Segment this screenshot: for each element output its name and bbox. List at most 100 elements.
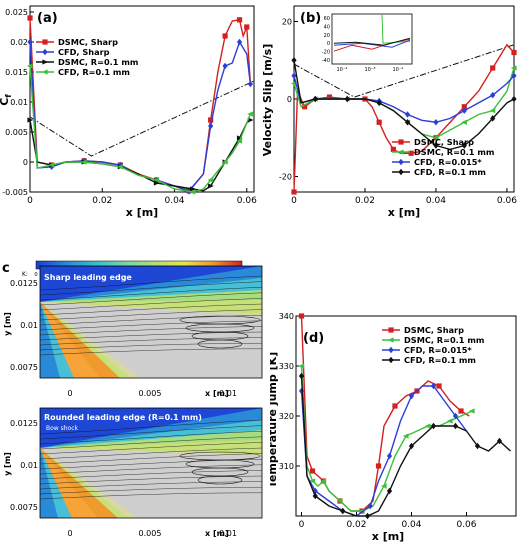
- streamline: [40, 337, 262, 346]
- data-point-0-12: [208, 117, 214, 123]
- legend-label-1: CFD, Sharp: [58, 47, 110, 57]
- data-point-3-10: [408, 442, 415, 450]
- chart-c: c 02004006008001000120014001600180020002…: [2, 260, 263, 538]
- streamline: [40, 486, 262, 495]
- inset-y-tick-label: 20: [324, 33, 330, 39]
- x-tick-label: 0.005: [139, 389, 162, 398]
- chart-b-ylabel: Velocity Slip [m/s]: [262, 44, 274, 157]
- data-point-0-18: [490, 65, 496, 71]
- data-point-0-20: [511, 49, 517, 56]
- legend-label-1: DSMC, R=0.1 mm: [414, 147, 494, 157]
- data-point-2-12: [461, 107, 467, 114]
- data-point-1-18: [247, 80, 253, 88]
- y-tick-label: 0.0125: [10, 419, 38, 428]
- data-point-3-16: [236, 138, 243, 144]
- data-point-2-10: [408, 392, 415, 400]
- inset-x-tick-label: 10⁻⁴: [336, 67, 347, 73]
- y-tick-label: 0.025: [5, 8, 28, 17]
- data-point-0-16: [236, 17, 243, 23]
- streamline: [40, 442, 262, 455]
- y-tick-label: 0.0075: [10, 503, 38, 512]
- chart-c-bottom-streamlines: [40, 419, 262, 500]
- x-tick-label: 0.06: [237, 196, 257, 206]
- x-tick-label: 0.02: [355, 196, 375, 206]
- x-tick-label: 0.06: [497, 196, 517, 206]
- data-point-2-10: [189, 186, 196, 192]
- data-point-3-6: [117, 164, 123, 170]
- legend-label-1: DSMC, R=0.1 mm: [404, 335, 484, 345]
- x-tick-label: 0.04: [426, 196, 446, 206]
- data-point-0-8: [376, 119, 382, 125]
- legend-label-2: DSMC, R=0.1 mm: [58, 57, 138, 67]
- x-tick-label: 0.01: [219, 529, 237, 538]
- data-point-0-16: [461, 104, 467, 110]
- reference-line: [293, 44, 515, 98]
- data-point-1-16: [510, 65, 517, 71]
- legend-label-2: CFD, R=0.015*: [414, 157, 482, 167]
- inset-series-2: [333, 39, 411, 48]
- data-point-1-12: [208, 122, 214, 130]
- x-tick-label: 0.01: [219, 389, 237, 398]
- x-tick-label: 0: [291, 196, 297, 206]
- data-point-0-4: [326, 94, 333, 100]
- y-tick-label: 0.0075: [10, 363, 38, 372]
- legend-marker-0: [42, 39, 48, 45]
- data-point-1-2: [309, 478, 316, 484]
- inset-y-tick-label: 0: [327, 41, 330, 47]
- chart-c-top-xlabel: x [m]: [205, 389, 229, 398]
- chart-c-panel-label: c: [2, 261, 10, 276]
- streamline: [40, 453, 262, 465]
- chart-d-frame: [295, 315, 517, 517]
- streamline: [40, 348, 262, 356]
- y-tick-label: 0.015: [5, 68, 28, 77]
- streamline: [40, 425, 262, 440]
- streamline: [40, 436, 262, 450]
- chart-b-inset: 60 40 20 0 -20 -40 10⁻⁴ 10⁻³ 10⁻²: [322, 13, 413, 73]
- y-tick-label: 320: [279, 412, 294, 421]
- inset-y-tick-label: -40: [322, 58, 330, 64]
- data-point-2-8: [386, 452, 393, 460]
- streamline: [40, 303, 262, 316]
- inset-y-tick-label: 60: [324, 16, 330, 22]
- data-point-1-12: [461, 119, 467, 125]
- chart-c-top-streamlines: [40, 275, 262, 356]
- data-point-0-0: [291, 189, 297, 195]
- chart-a: 0 0.02 0.04 0.06-0.00500.0050.010.0150.020.…: [0, 5, 257, 219]
- data-point-1-12: [402, 433, 409, 439]
- data-point-3-16: [511, 95, 517, 103]
- streamline: [40, 298, 262, 311]
- x-tick-label: 0.02: [92, 196, 112, 206]
- streamline: [40, 470, 262, 480]
- data-point-1-0: [298, 363, 305, 369]
- y-tick-label: 0.01: [20, 461, 38, 470]
- data-point-1-14: [489, 108, 496, 114]
- streamline: [40, 326, 262, 336]
- data-point-3-16: [474, 442, 481, 450]
- chart-a-ylabel: Cf: [0, 94, 13, 106]
- x-tick-label: 0: [27, 196, 33, 206]
- legend-label-0: DSMC, Sharp: [404, 325, 464, 335]
- chart-b-inset-content: 60 40 20 0 -20 -40 10⁻⁴ 10⁻³ 10⁻²: [322, 14, 411, 73]
- streamline: [40, 430, 262, 445]
- data-point-0-12: [408, 150, 414, 156]
- chart-c-top-title: Sharp leading edge: [44, 273, 132, 282]
- data-point-1-14: [222, 62, 228, 70]
- legend-label-3: CFD, R=0.1 mm: [414, 167, 486, 177]
- chart-a-ylabel-main: C: [0, 98, 11, 106]
- data-point-1-16: [236, 38, 243, 46]
- data-point-2-16: [511, 72, 517, 79]
- chart-d-xlabel: x [m]: [372, 530, 404, 543]
- inset-series-1: [381, 14, 411, 44]
- streamline: [40, 464, 262, 475]
- data-point-2-8: [404, 111, 411, 118]
- data-point-0-10: [390, 146, 396, 152]
- y-tick-label: 0.01: [10, 98, 28, 107]
- data-point-1-6: [117, 161, 123, 169]
- y-tick-label: 0: [23, 158, 28, 167]
- data-point-3-8: [386, 487, 393, 495]
- recirculation-loop: [197, 339, 243, 349]
- streamline: [40, 281, 262, 296]
- data-point-0-0: [298, 313, 305, 319]
- chart-c-bottom-ticks: 0 0.005 0.01 0.0125 0.01 0.0075: [10, 419, 237, 538]
